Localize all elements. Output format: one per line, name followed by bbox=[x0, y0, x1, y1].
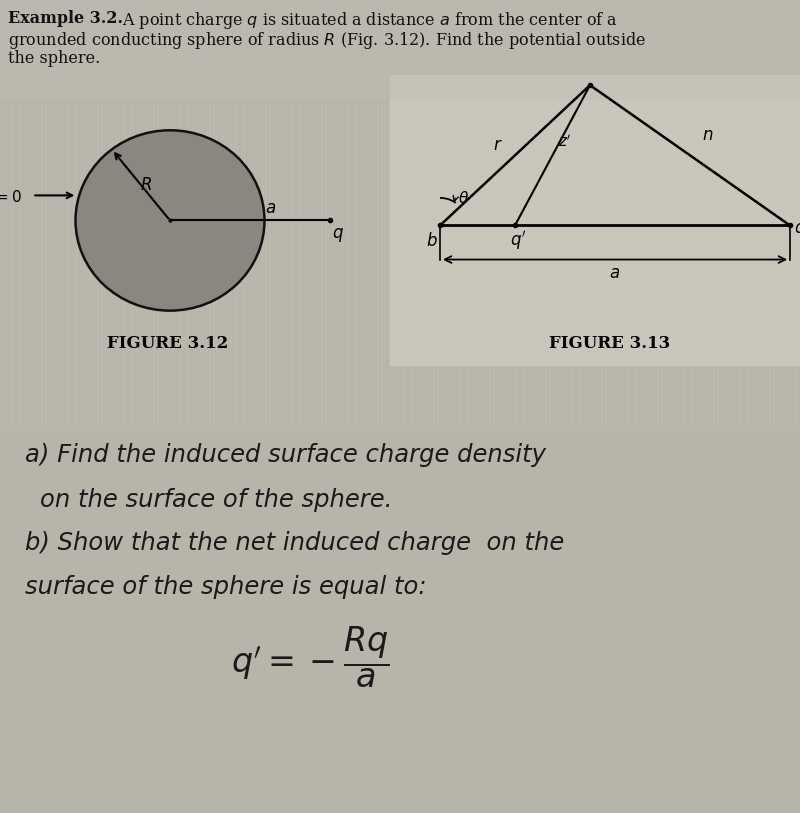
Text: $q$: $q$ bbox=[332, 227, 344, 245]
Text: on the surface of the sphere.: on the surface of the sphere. bbox=[40, 488, 392, 512]
Text: $a$: $a$ bbox=[610, 264, 621, 281]
Text: $r$: $r$ bbox=[493, 137, 502, 154]
Bar bbox=[0, 0, 800, 100]
Text: $b$: $b$ bbox=[426, 232, 438, 250]
Text: $q$: $q$ bbox=[794, 221, 800, 240]
Text: $R$: $R$ bbox=[140, 177, 152, 194]
Text: $n$: $n$ bbox=[702, 128, 714, 144]
Text: b) Show that the net induced charge  on the: b) Show that the net induced charge on t… bbox=[25, 531, 564, 555]
Bar bbox=[390, 75, 800, 366]
Text: a) Find the induced surface charge density: a) Find the induced surface charge densi… bbox=[25, 443, 546, 467]
Ellipse shape bbox=[75, 130, 265, 311]
Text: grounded conducting sphere of radius $R$ (Fig. 3.12). Find the potential outside: grounded conducting sphere of radius $R$… bbox=[8, 30, 646, 51]
Text: FIGURE 3.12: FIGURE 3.12 bbox=[107, 335, 229, 352]
Text: $q'= -\dfrac{Rq}{a}$: $q'= -\dfrac{Rq}{a}$ bbox=[230, 625, 390, 690]
Text: surface of the sphere is equal to:: surface of the sphere is equal to: bbox=[25, 575, 426, 599]
Text: $V=0$: $V=0$ bbox=[0, 189, 22, 206]
Text: $\theta$: $\theta$ bbox=[458, 190, 469, 207]
Text: $a$: $a$ bbox=[265, 201, 276, 217]
Text: $q'$: $q'$ bbox=[510, 229, 526, 252]
Text: FIGURE 3.13: FIGURE 3.13 bbox=[550, 335, 670, 352]
Text: $z'$: $z'$ bbox=[558, 133, 571, 150]
Text: the sphere.: the sphere. bbox=[8, 50, 100, 67]
Text: A point charge $q$ is situated a distance $a$ from the center of a: A point charge $q$ is situated a distanc… bbox=[112, 10, 618, 31]
Text: Example 3.2.: Example 3.2. bbox=[8, 10, 123, 27]
